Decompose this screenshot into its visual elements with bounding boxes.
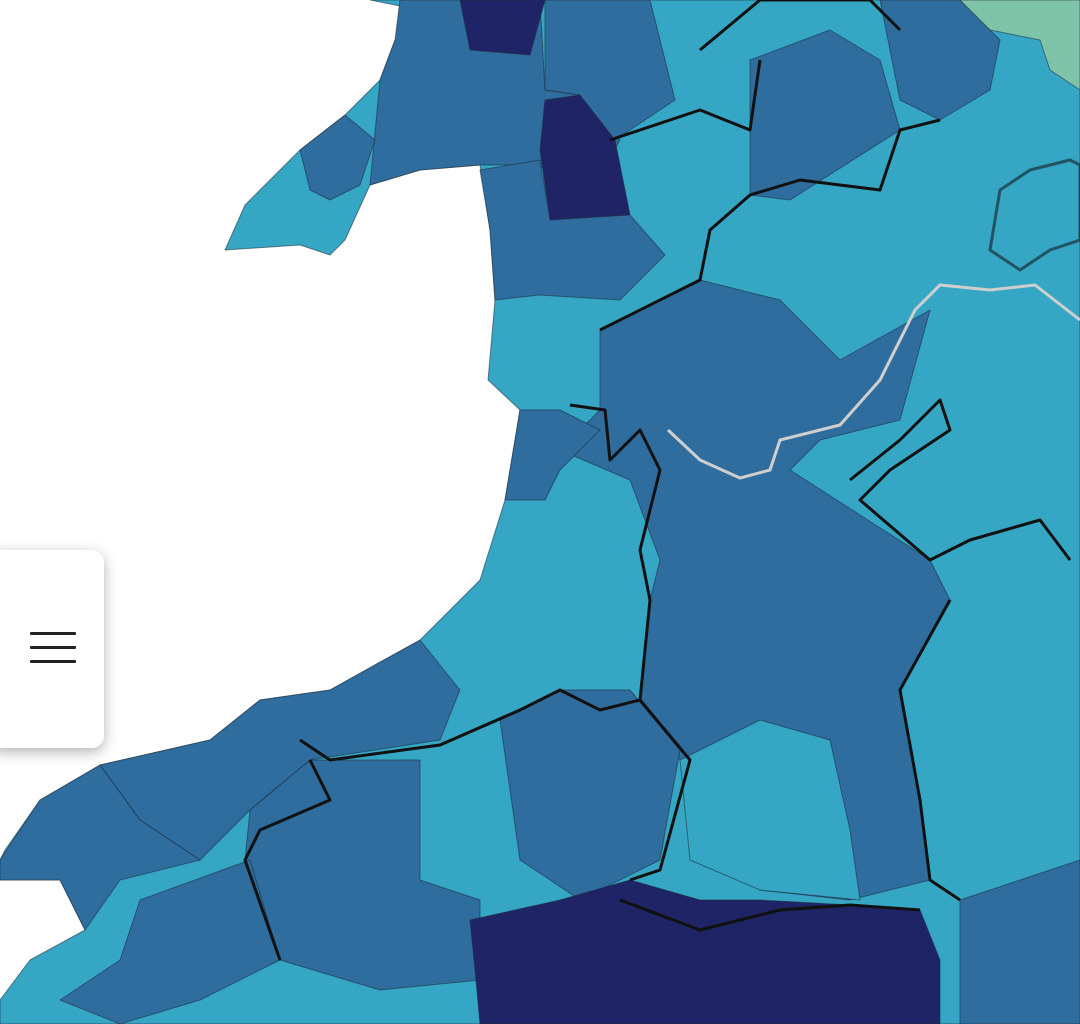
region-mid bbox=[544, 0, 676, 141]
region-dark bbox=[459, 0, 546, 56]
region-mid bbox=[59, 859, 281, 1024]
border bbox=[243, 759, 332, 961]
menu-icon-line bbox=[30, 660, 76, 663]
region-mid bbox=[959, 859, 1080, 1024]
region-teal bbox=[679, 719, 861, 901]
region-mid bbox=[504, 409, 601, 501]
menu-button[interactable] bbox=[0, 550, 104, 748]
menu-icon-line bbox=[30, 632, 76, 635]
border bbox=[849, 398, 1072, 562]
border bbox=[599, 193, 751, 332]
region-mid bbox=[499, 689, 681, 901]
region-mid bbox=[0, 764, 201, 931]
region-mid bbox=[879, 0, 1001, 121]
border bbox=[699, 0, 902, 52]
border bbox=[629, 699, 692, 882]
city-outline bbox=[988, 158, 1080, 272]
region-mid bbox=[299, 114, 376, 201]
menu-icon-line bbox=[30, 646, 76, 649]
region-mid bbox=[479, 159, 666, 301]
border bbox=[299, 403, 662, 762]
river bbox=[666, 283, 1080, 480]
border bbox=[749, 118, 941, 197]
border bbox=[609, 59, 762, 142]
border bbox=[898, 599, 961, 902]
border bbox=[619, 898, 921, 932]
